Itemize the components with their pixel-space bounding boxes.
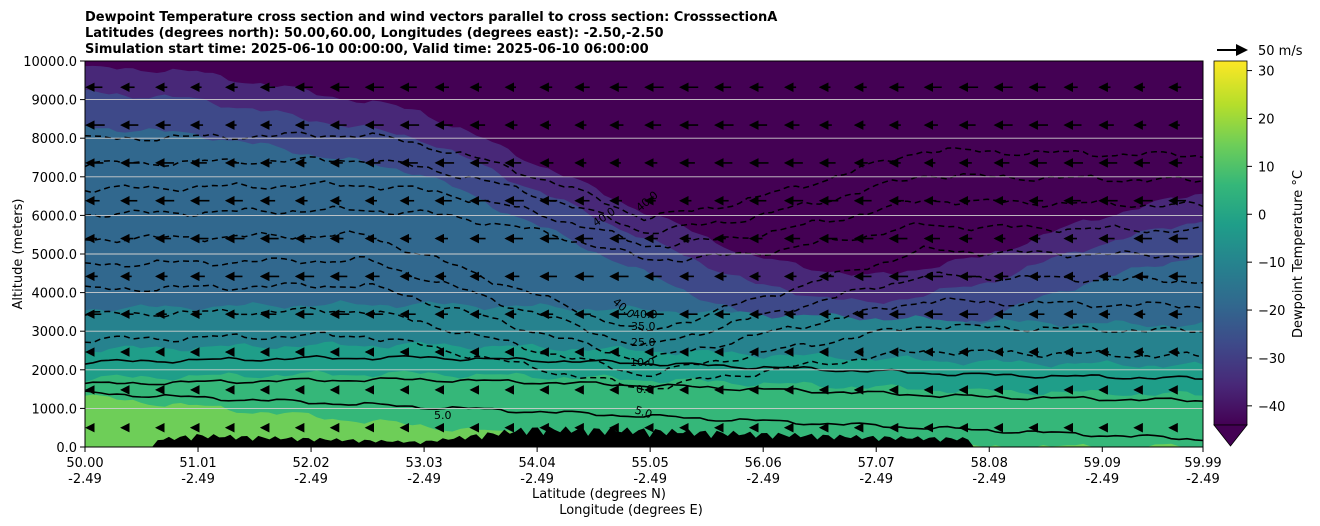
quiver-key: 50 m/s bbox=[1217, 44, 1303, 59]
chart-title-line-3: Simulation start time: 2025-06-10 00:00:… bbox=[85, 42, 649, 57]
x-tick-label-lat: 51.01 bbox=[179, 456, 216, 471]
contour-line-dashed bbox=[85, 180, 1203, 249]
x-tick-label-lon: -2.49 bbox=[294, 472, 328, 487]
x-tick-label-lat: 59.09 bbox=[1084, 456, 1121, 471]
contour-label: 5.0 bbox=[633, 403, 654, 421]
colorbar-tick-label: 30 bbox=[1258, 65, 1275, 80]
contour-label: 10.0 bbox=[630, 356, 655, 369]
x-tick-label-lon: -2.49 bbox=[181, 472, 215, 487]
x-tick-label-lat: 53.03 bbox=[405, 456, 442, 471]
x-tick-label-lon: -2.49 bbox=[633, 472, 667, 487]
contour-line-dashed bbox=[85, 156, 1203, 235]
y-axis: 0.0 1000.0 2000.0 3000.0 4000.0 5000.0 6000.0 7… bbox=[23, 55, 85, 456]
contour-label: 5.0 bbox=[434, 409, 452, 422]
chart-title-line-1: Dewpoint Temperature cross section and w… bbox=[85, 10, 777, 25]
colorbar-tick-label: −30 bbox=[1258, 352, 1285, 367]
x-tick-label-lat: 54.04 bbox=[519, 456, 556, 471]
y-tick-label: 3000.0 bbox=[32, 325, 78, 340]
contour-line-dashed bbox=[85, 306, 1203, 378]
plot-area bbox=[85, 61, 1203, 447]
colorbar-extend-triangle bbox=[1213, 424, 1248, 447]
y-tick-label: 8000.0 bbox=[32, 132, 78, 147]
contour-line-dashed bbox=[85, 255, 1203, 347]
contour-line-dashed bbox=[85, 205, 1203, 263]
x-tick-label-lat: 56.06 bbox=[745, 456, 782, 471]
x-tick-label-lat: 50.00 bbox=[66, 456, 103, 471]
x-tick-label-lat: 57.07 bbox=[858, 456, 895, 471]
colorbar: 30 20 10 0 −10 −20 −30 −40 Dewpoint Temperature… bbox=[1213, 60, 1306, 447]
contour-line-solid bbox=[85, 354, 1203, 380]
x-tick-label-lat: 52.02 bbox=[292, 456, 329, 471]
y-tick-label: 6000.0 bbox=[32, 209, 78, 224]
dewpoint-band bbox=[85, 394, 1203, 447]
y-tick-label: 10000.0 bbox=[23, 55, 77, 70]
y-tick-label: 7000.0 bbox=[32, 171, 78, 186]
colorbar-tick-label: −40 bbox=[1258, 400, 1285, 415]
contour-line-dashed bbox=[85, 282, 1203, 365]
wind-vectors bbox=[85, 82, 1188, 433]
colorbar-gradient bbox=[1213, 60, 1248, 426]
dewpoint-fill-layers bbox=[85, 65, 1203, 447]
x-tick-label-lon: -2.49 bbox=[859, 472, 893, 487]
y-tick-label: 2000.0 bbox=[32, 364, 78, 379]
y-axis-label: Altitude (meters) bbox=[11, 199, 26, 310]
contour-label: 35.0 bbox=[631, 320, 656, 333]
contour-label: 40.0 bbox=[633, 308, 658, 321]
quiver-key-label: 50 m/s bbox=[1258, 44, 1303, 59]
x-tick-label-lat: 59.99 bbox=[1184, 456, 1221, 471]
dewpoint-contours bbox=[85, 131, 1203, 442]
x-tick-label-lat: 58.08 bbox=[971, 456, 1008, 471]
y-tick-label: 1000.0 bbox=[32, 402, 78, 417]
colorbar-tick-label: 20 bbox=[1258, 112, 1275, 127]
x-axis-label-lon: Longitude (degrees E) bbox=[559, 503, 703, 518]
gridlines bbox=[85, 99, 1203, 409]
terrain-silhouette bbox=[85, 426, 1203, 447]
x-axis-label-lat: Latitude (degrees N) bbox=[532, 487, 666, 502]
contour-line-dashed bbox=[85, 230, 1203, 332]
y-tick-label: 9000.0 bbox=[32, 94, 78, 109]
chart-title-line-2: Latitudes (degrees north): 50.00,60.00, … bbox=[85, 26, 664, 41]
colorbar-label: Dewpoint Temperature °C bbox=[1291, 170, 1306, 338]
y-tick-label: 5000.0 bbox=[32, 248, 78, 263]
x-tick-label-lon: -2.49 bbox=[1186, 472, 1220, 487]
x-tick-label-lon: -2.49 bbox=[746, 472, 780, 487]
colorbar-tick-label: 10 bbox=[1258, 160, 1275, 175]
x-axis: 50.00-2.4951.01-2.4952.02-2.4953.03-2.49… bbox=[66, 447, 1222, 487]
colorbar-ticks: 30 20 10 0 −10 −20 −30 −40 bbox=[1247, 65, 1285, 415]
x-tick-label-lon: -2.49 bbox=[68, 472, 102, 487]
contour-line-dashed bbox=[85, 131, 1203, 222]
contour-line-solid bbox=[85, 377, 1203, 403]
y-tick-label: 4000.0 bbox=[32, 287, 78, 302]
contour-label: 0.0 bbox=[636, 383, 654, 396]
contour-label: 25.0 bbox=[631, 336, 656, 349]
colorbar-tick-label: −10 bbox=[1258, 256, 1285, 271]
x-tick-label-lon: -2.49 bbox=[520, 472, 554, 487]
y-tick-label: 0.0 bbox=[56, 441, 77, 456]
x-tick-label-lat: 55.05 bbox=[632, 456, 669, 471]
x-tick-label-lon: -2.49 bbox=[972, 472, 1006, 487]
x-tick-label-lon: -2.49 bbox=[407, 472, 441, 487]
x-tick-label-lon: -2.49 bbox=[1085, 472, 1119, 487]
contour-line-dashed bbox=[85, 331, 1203, 391]
colorbar-tick-label: 0 bbox=[1258, 208, 1266, 223]
colorbar-tick-label: −20 bbox=[1258, 304, 1285, 319]
contour-line-solid bbox=[85, 390, 1203, 442]
